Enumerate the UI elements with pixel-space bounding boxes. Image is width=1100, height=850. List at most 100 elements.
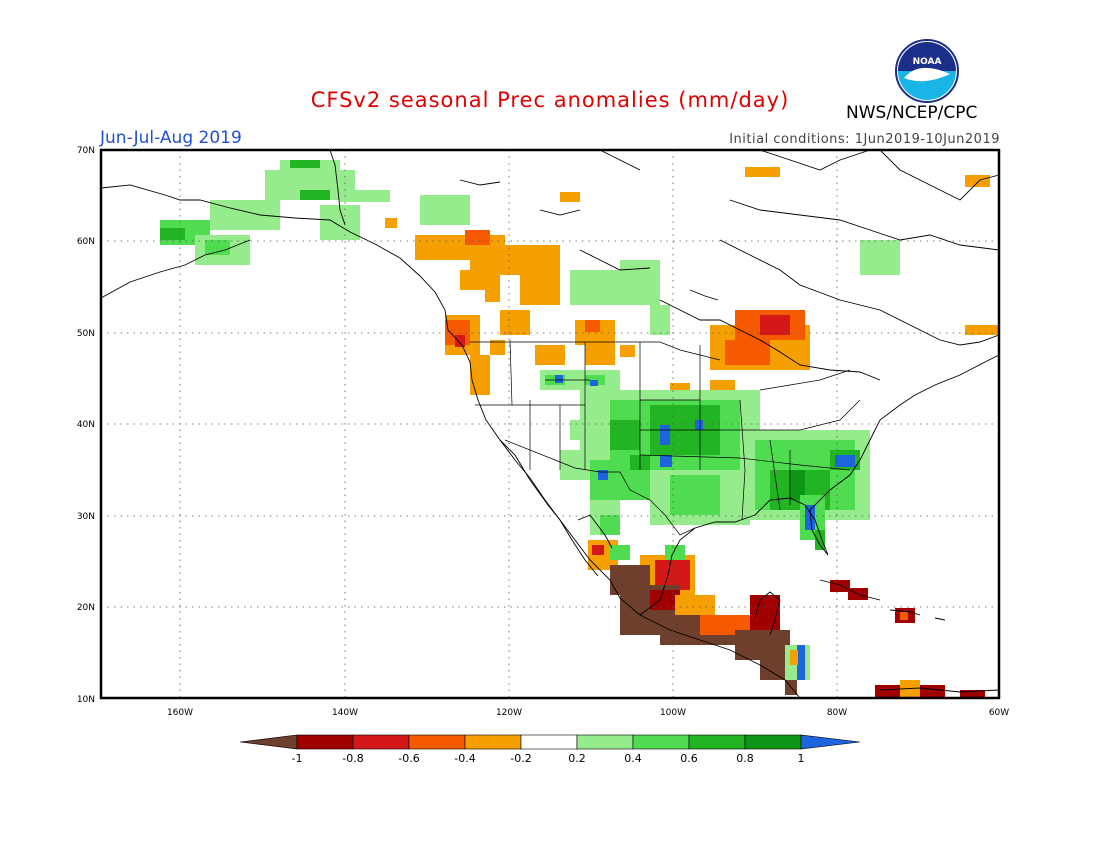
wet-region — [290, 160, 320, 168]
dry-region — [900, 612, 908, 620]
colorbar-segment — [296, 734, 354, 750]
map-title: CFSv2 seasonal Prec anomalies (mm/day) — [310, 88, 790, 112]
colorbar-segment — [352, 734, 410, 750]
colorbar-label: 0.4 — [624, 752, 642, 765]
wet-region — [670, 475, 720, 515]
noaa-logo: NOAA — [895, 39, 959, 103]
dry-region — [455, 335, 465, 347]
lon-labels: 160W 140W 120W 100W 80W 60W — [167, 708, 1009, 718]
dry-region — [965, 175, 990, 187]
wet-region — [665, 545, 685, 560]
dry-region — [790, 650, 798, 665]
colorbar-label: -1 — [292, 752, 303, 765]
dry-region — [650, 590, 680, 610]
dry-region — [485, 290, 500, 302]
dry-region — [965, 325, 1000, 335]
wet-region — [815, 530, 825, 550]
dry-region — [725, 340, 770, 365]
map-border — [99, 148, 1001, 700]
dry-region — [560, 192, 580, 202]
colorbar-label: 0.6 — [680, 752, 698, 765]
dry-region — [585, 345, 615, 365]
wet-region — [590, 380, 598, 386]
colorbar-segment — [464, 734, 522, 750]
dry-region — [960, 690, 985, 698]
colorbar-arrow-low — [239, 734, 298, 750]
wet-region — [600, 515, 620, 535]
lat-label: 50N — [77, 329, 95, 339]
dry-region — [490, 340, 505, 355]
dry-region — [620, 345, 635, 357]
colorbar-segment — [576, 734, 634, 750]
wet-region — [570, 420, 590, 440]
dry-region — [830, 580, 850, 592]
lon-label: 80W — [827, 708, 847, 718]
agency-label: NWS/NCEP/CPC — [846, 103, 978, 123]
dry-region — [585, 320, 600, 332]
dry-region — [465, 230, 490, 245]
colorbar-segment — [688, 734, 746, 750]
dry-region — [535, 345, 565, 365]
wet-region — [805, 505, 815, 530]
wet-region — [790, 470, 805, 500]
wet-region — [340, 190, 390, 202]
wet-region — [660, 425, 670, 445]
dry-region — [385, 218, 397, 228]
wet-region — [620, 260, 660, 275]
dry-region — [670, 383, 690, 393]
wet-region — [300, 190, 330, 200]
dry-region — [520, 270, 560, 305]
colorbar-segment — [632, 734, 690, 750]
lon-label: 160W — [167, 708, 193, 718]
lat-labels: 70N 60N 50N 40N 30N 20N 10N — [77, 146, 95, 705]
dry-region — [745, 167, 780, 177]
wet-region — [555, 375, 563, 383]
lat-label: 20N — [77, 603, 95, 613]
colorbar-segment — [520, 734, 578, 750]
wet-region — [598, 470, 608, 480]
dry-region — [460, 270, 500, 290]
dry-region — [750, 595, 780, 630]
lat-label: 40N — [77, 420, 95, 430]
wet-region — [205, 240, 230, 255]
colorbar-label: 0.8 — [736, 752, 754, 765]
colorbar-label: -0.2 — [510, 752, 531, 765]
wet-region — [210, 200, 280, 230]
lat-label: 30N — [77, 512, 95, 522]
initial-conditions: Initial conditions: 1Jun2019-10Jun2019 — [729, 132, 1000, 147]
dry-region — [900, 680, 920, 698]
colorbar-label: 0.2 — [568, 752, 586, 765]
dry-region — [760, 315, 790, 335]
colorbar-label: -0.4 — [454, 752, 475, 765]
wet-region — [797, 645, 805, 680]
colorbar-arrow-high — [800, 734, 861, 750]
wet-region — [860, 240, 900, 275]
graticule — [101, 150, 999, 698]
wet-region — [660, 455, 672, 467]
logo-text: NOAA — [913, 57, 942, 67]
lat-label: 60N — [77, 237, 95, 247]
wet-region — [695, 420, 703, 430]
colorbar-segment — [744, 734, 802, 750]
wet-region — [420, 195, 470, 225]
dry-region — [592, 545, 604, 555]
colorbar-label: 1 — [798, 752, 805, 765]
dry-region — [500, 310, 530, 335]
lat-label: 10N — [77, 695, 95, 705]
state-borders — [470, 339, 861, 536]
wet-region — [570, 270, 660, 305]
wet-region — [610, 420, 640, 450]
wet-region — [835, 455, 855, 467]
wet-region — [650, 305, 670, 335]
wet-region — [160, 228, 185, 240]
colorbar-segment — [408, 734, 466, 750]
colorbar-label: -0.8 — [342, 752, 363, 765]
coastlines — [100, 149, 1000, 699]
lon-label: 120W — [496, 708, 522, 718]
lon-label: 140W — [332, 708, 358, 718]
dry-region — [470, 355, 490, 395]
lon-label: 60W — [989, 708, 1009, 718]
lon-label: 100W — [660, 708, 686, 718]
lat-label: 70N — [77, 146, 95, 156]
